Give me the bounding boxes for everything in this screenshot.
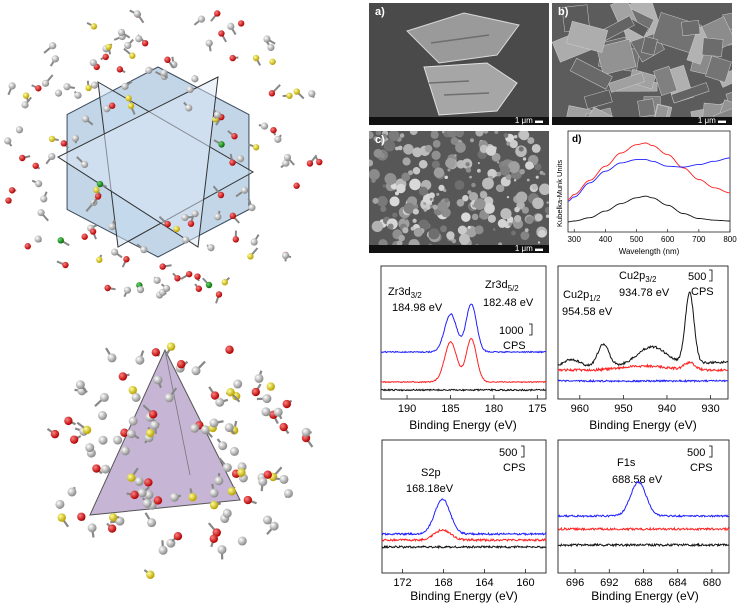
f-trace-red [557,526,730,532]
zr-trace-blue [380,303,547,354]
xps-s-chart: S2p 168.18eV 500 CPS 172 168 164 160 Bindin… [381,439,547,603]
sem-panel-c: c) 1 μm ▬ [365,126,552,253]
uvvis-series-blue [567,157,731,202]
f-peak-value: 688.58 eV [612,474,663,486]
f-xlabel: Binding Energy (eV) [591,589,698,603]
f-xtick-label: 680 [703,577,721,589]
sem-panel-b: b) 1 μm ▬ [551,0,737,145]
f-xtick-label: 692 [600,577,618,589]
cu-scale-value: 500 [688,271,706,283]
zr-scale-unit: CPS [503,340,526,352]
uvvis-xlabel: Wavelength (nm) [619,247,680,256]
s-trace-blue [381,498,547,537]
s-xlabel: Binding Energy (eV) [410,589,517,603]
cu-xtick-label: 930 [701,403,719,415]
scale-bar-c: 1 μm ▬ [514,244,543,253]
zr-xtick-label: 180 [485,403,503,415]
zr-scale-value: 1000 [499,325,523,337]
uvvis-xtick-label: 600 [661,235,675,244]
xps-cu-frame [557,265,729,400]
zr-trace-red [380,337,547,384]
zr-xlabel: Binding Energy (eV) [409,418,516,432]
panel-label-b: b) [558,6,569,18]
zr-peak1-value: 184.98 eV [392,302,443,314]
f-scale-unit: CPS [690,462,713,474]
s-trace-black [381,544,547,550]
s-peak-value: 168.18eV [406,483,454,495]
uvvis-plot-frame [567,130,731,233]
uvvis-xtick-label: 700 [692,235,706,244]
uvvis-xtick-label: 500 [630,235,644,244]
uvvis-series-red [567,142,731,200]
scale-bar-a: 1 μm ▬ [514,116,543,125]
uvvis-chart: d) Kubelka-Munk Units 300 400 500 600 700 800… [555,130,737,256]
molecular-structures [4,9,323,579]
f-peak-label: F1s [617,457,636,469]
cu-trace-blue [557,378,729,383]
s-scale-value: 500 [499,447,517,459]
uvvis-xtick-label: 300 [568,235,582,244]
f-xtick-label: 684 [669,577,687,589]
xps-f-frame [557,439,730,574]
uvvis-xtick-label: 800 [723,235,737,244]
panel-label-d: d) [572,134,581,145]
sem-panel-a: a) 1 μm ▬ [369,3,549,125]
s-xtick-label: 172 [393,577,411,589]
f-xtick-label: 696 [566,577,584,589]
cu-xtick-label: 950 [614,403,632,415]
f-trace-blue [557,480,730,518]
sem-image-b [551,0,737,145]
uvvis-ylabel: Kubelka-Munk Units [555,160,564,227]
cu-scale-unit: CPS [691,286,714,298]
scale-bar-b: 1 μm ▬ [697,116,726,125]
cu-trace-red [557,360,729,373]
zr-xtick-label: 185 [441,403,459,415]
f-trace-black [557,542,730,548]
zr-xtick-label: 190 [398,403,416,415]
tetrahedral-cage [46,342,314,579]
cu-xtick-label: 940 [658,403,676,415]
zr-xtick-label: 175 [528,403,546,415]
zr-trace-black [380,388,547,392]
panel-label-c: c) [375,134,385,146]
sem-image-c [365,126,552,253]
s-xtick-label: 168 [434,577,452,589]
xps-s-frame [381,439,547,574]
uvvis-series-black [568,195,730,223]
s-trace-red [381,528,547,543]
sem-image-a [369,3,549,125]
cu-peak2-value: 934.78 eV [619,287,670,299]
s-scale-unit: CPS [503,462,526,474]
xps-zr-chart: Zr3d3/2 184.98 eV Zr3d5/2 182.48 eV 1000… [380,265,547,432]
cu-trace-black [557,291,729,367]
zr-peak2-value: 182.48 eV [483,297,534,309]
s-xtick-label: 160 [516,577,534,589]
s-peak-label: S2p [421,467,441,479]
octahedral-cage [4,9,323,304]
uvvis-xtick-label: 400 [599,235,613,244]
xps-cu-chart: Cu2p1/2 954.58 eV Cu2p3/2 934.78 eV 500 … [557,265,729,432]
cu-peak1-value: 954.58 eV [562,306,613,318]
f-scale-value: 500 [687,447,705,459]
cu-xlabel: Binding Energy (eV) [589,418,696,432]
s-xtick-label: 164 [475,577,493,589]
xps-f-chart: F1s 688.58 eV 500 CPS 696 692 688 684 680 Bi… [557,439,730,603]
cu-xtick-label: 960 [571,403,589,415]
f-xtick-label: 688 [634,577,652,589]
panel-label-a: a) [375,6,385,18]
